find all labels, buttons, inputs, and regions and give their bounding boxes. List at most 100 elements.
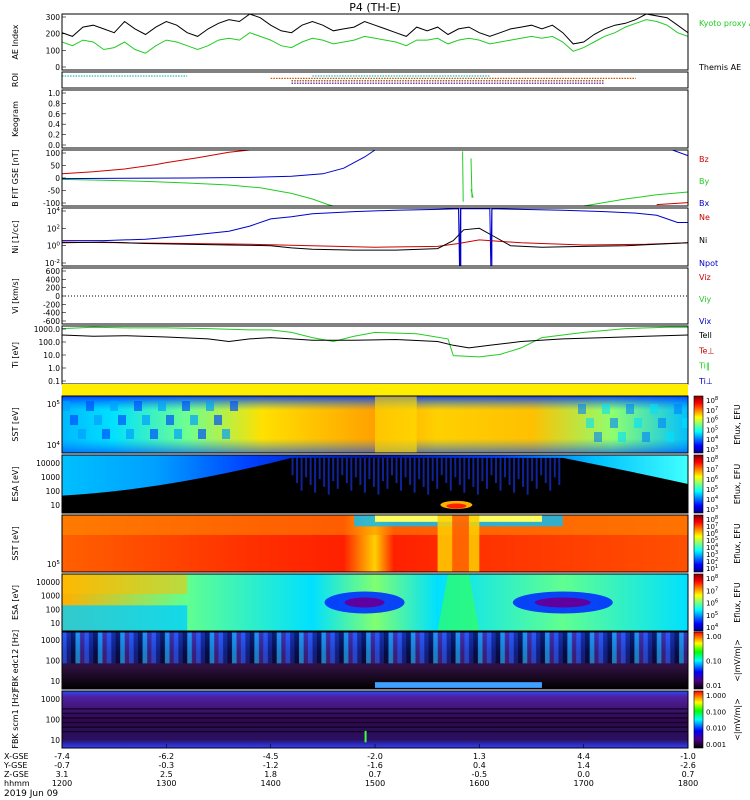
colorbar-fbk_b: 0.001 0.010 0.100 1.000 <|mV/m|>: [693, 690, 742, 749]
ephemeris-value: 1300: [156, 779, 176, 788]
y-axis-label: ESA [eV]: [11, 467, 20, 502]
panel-bfield: -100 -50 0 50 100 Bz By Bx B FIT GSE [nT]: [11, 149, 709, 208]
y-tick-label: 10000: [36, 459, 60, 468]
ephemeris-row-label: Z-GSE: [4, 770, 29, 779]
y-tick-label: -200: [43, 300, 60, 309]
panel-frame: [61, 395, 689, 454]
y-tick-label: 50: [50, 162, 60, 171]
ephemeris-value: 1700: [573, 779, 593, 788]
series-line: [62, 326, 688, 358]
ephemeris-value: 1800: [678, 779, 698, 788]
colorbar-tick: 107: [706, 465, 718, 474]
legend-entry: Tell: [698, 331, 712, 340]
colorbar-tick: 1.00: [706, 633, 722, 641]
y-tick-label: 102: [47, 224, 60, 233]
colorbar-tick: 104: [706, 623, 719, 632]
colorbar-tick: 106: [706, 529, 719, 538]
colorbar-label: Eflux, EFU: [733, 464, 742, 505]
y-tick-label: 0.2: [48, 131, 60, 140]
colorbar-label: <|mV/m|>: [733, 698, 742, 741]
heatmap-esa_ion: [62, 455, 688, 513]
ephemeris-value: -1.0: [680, 752, 696, 761]
y-tick-label: 10: [50, 619, 60, 628]
series-line: [62, 334, 688, 349]
colorbar-tick: 106: [706, 475, 719, 484]
colorbar-label: Eflux, EFU: [733, 582, 742, 623]
colorbar-tick: 0.01: [706, 682, 722, 690]
y-tick-label: 105: [47, 400, 61, 409]
colorbar-label: <|mV/m|>: [733, 639, 742, 682]
ephemeris-row-label: hhmm: [4, 779, 30, 788]
y-tick-label: 10: [50, 736, 60, 745]
legend-entry: Te⊥: [698, 346, 714, 355]
ephemeris-value: 3.1: [56, 770, 69, 779]
ephemeris-value: -1.2: [263, 761, 279, 770]
colorbar-tick: 105: [706, 425, 718, 434]
colorbar-tick: 108: [706, 574, 718, 583]
ephemeris-row-label: Y-GSE: [3, 761, 27, 770]
y-tick-label: 100: [46, 657, 61, 666]
series-line: [62, 178, 334, 206]
panel-fbk_e: 0.01 0.10 1.00 <|mV/m|> 10 100 1000 FBK edc12 […: [11, 630, 742, 691]
colorbar-tick: 0.010: [706, 725, 726, 733]
ephemeris-value: -7.4: [54, 752, 70, 761]
ephemeris-value: -0.7: [54, 761, 70, 770]
y-axis-label: SST [eV]: [11, 526, 20, 560]
legend-entry: Vix: [699, 317, 712, 326]
legend-entry: Viz: [699, 273, 711, 282]
y-tick-label: 104: [47, 441, 61, 450]
ephemeris-value: -0.3: [159, 761, 175, 770]
y-tick-label: 200: [46, 284, 61, 293]
y-tick-label: 100: [47, 242, 61, 251]
y-tick-label: 0: [55, 292, 60, 301]
panel-fbk_b: 0.001 0.010 0.100 1.000 <|mV/m|> 10 100 1000 FBK…: [11, 690, 742, 749]
y-axis-label: Vi [km/s]: [11, 278, 20, 314]
plot-title: P4 (TH-E): [349, 1, 401, 14]
ephemeris-value: 1.8: [264, 770, 277, 779]
heatmap-esa_elec: [62, 574, 688, 631]
colorbar-esa_elec: 104 105 106 107 108 Eflux, EFU: [693, 573, 742, 632]
legend-entry: Viy: [699, 295, 712, 304]
colorbar-fbk_e: 0.01 0.10 1.00 <|mV/m|>: [693, 631, 742, 690]
y-tick-label: -50: [48, 187, 60, 196]
colorbar-tick: 108: [706, 455, 718, 464]
panel-frame: [61, 631, 689, 690]
y-tick-label: 300: [46, 13, 61, 22]
colorbar-tick: 105: [706, 536, 718, 545]
panel-frame: [61, 267, 689, 325]
panel-frame: [61, 454, 689, 514]
series-line: [62, 208, 688, 266]
colorbar-tick: 103: [706, 445, 718, 454]
series-line: [62, 150, 252, 175]
y-tick-label: 105: [47, 560, 61, 569]
ephemeris-value: 0.7: [369, 770, 382, 779]
series-line: [462, 151, 464, 202]
y-tick-label: 0: [55, 174, 60, 183]
series-line: [656, 202, 688, 206]
panel-frame: [61, 149, 689, 207]
series-line: [62, 19, 688, 54]
ephemeris-value: -0.5: [472, 770, 488, 779]
series-line: [62, 150, 376, 180]
y-tick-label: 1000: [41, 473, 60, 482]
y-axis-label: ESA [eV]: [11, 585, 20, 620]
panel-frame: [61, 207, 689, 267]
y-tick-label: 104: [47, 207, 61, 216]
ephemeris-value: 1600: [469, 779, 489, 788]
legend-entry: Bx: [699, 199, 709, 208]
panel-frame: [61, 89, 689, 149]
y-tick-label: 200: [46, 30, 61, 39]
colorbar-tick: 107: [706, 522, 718, 531]
colorbar-tick: 104: [706, 495, 719, 504]
legend-entry: Ni: [699, 236, 707, 245]
colorbar-tick: 104: [706, 543, 719, 552]
y-tick-label: 10-2: [45, 259, 60, 268]
ephemeris-value: -2.6: [680, 761, 696, 770]
